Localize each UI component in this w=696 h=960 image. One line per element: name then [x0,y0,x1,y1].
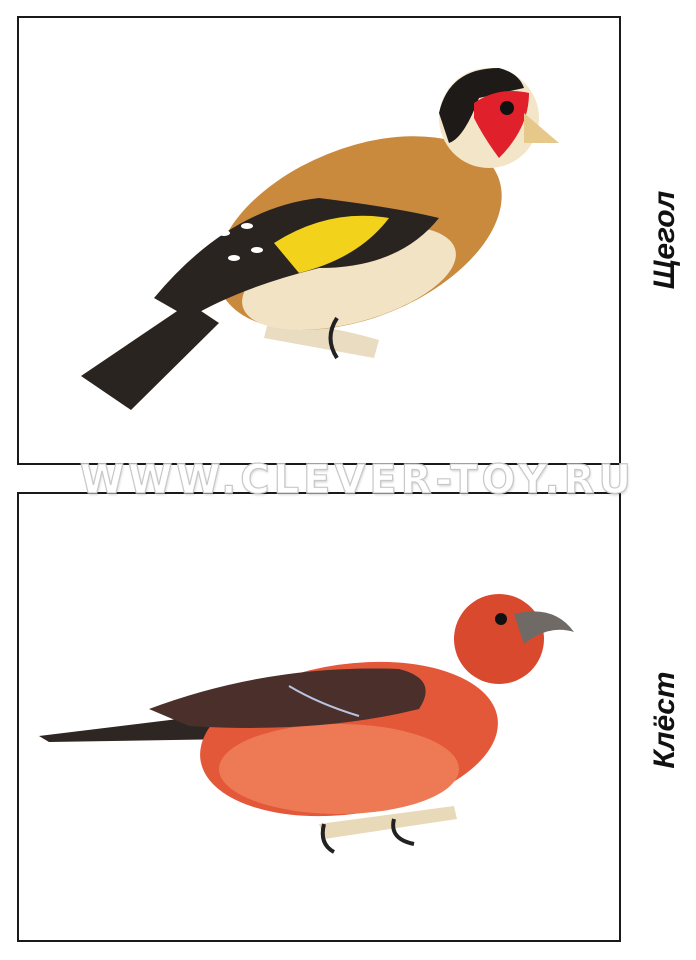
crossbill-label: Клёст [648,671,681,769]
watermark: WWW.CLEVER-TOY.RU [79,457,635,503]
crossbill-card [17,492,621,942]
goldfinch-illustration [81,68,559,410]
goldfinch-card [17,16,621,465]
crossbill-illustration [39,594,574,854]
goldfinch-label: Щегол [648,190,681,290]
